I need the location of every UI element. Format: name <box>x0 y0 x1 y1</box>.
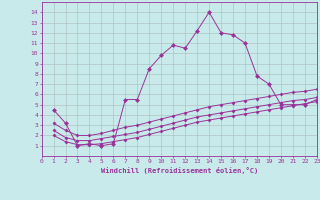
X-axis label: Windchill (Refroidissement éolien,°C): Windchill (Refroidissement éolien,°C) <box>100 167 258 174</box>
